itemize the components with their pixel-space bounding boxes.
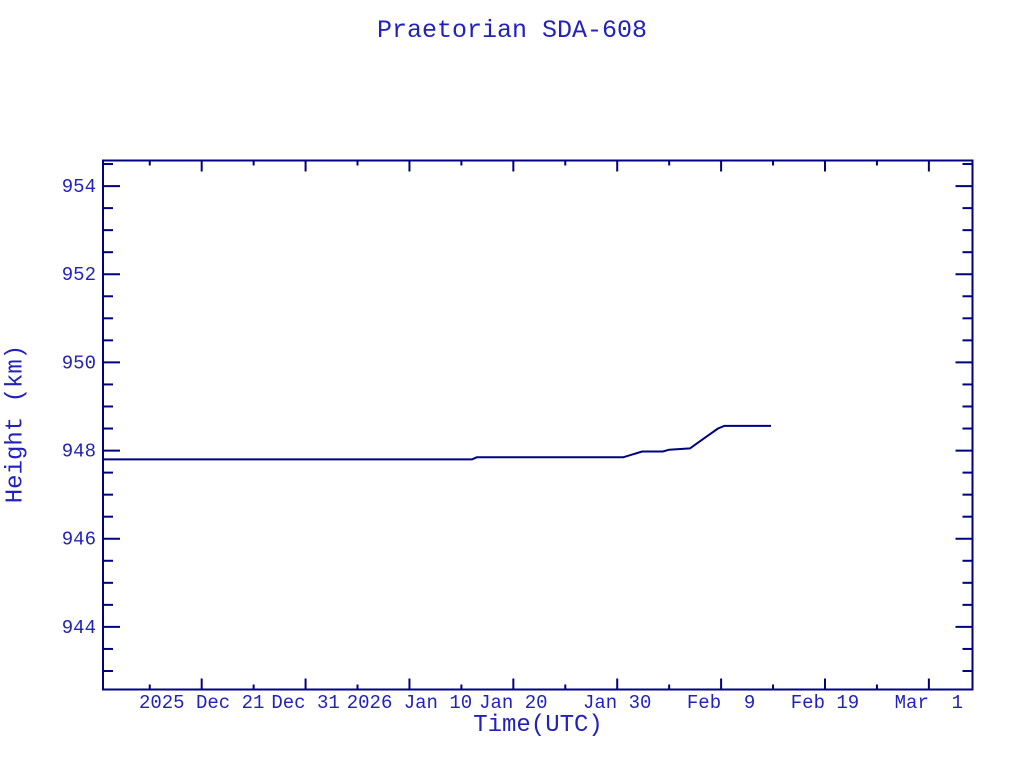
x-tick-label: Dec 31 — [271, 692, 339, 714]
plot-frame — [102, 159, 974, 691]
x-tick-label: 2025 Dec 21 — [139, 692, 264, 714]
y-tick-label: 944 — [62, 617, 96, 639]
y-tick-label: 952 — [62, 264, 96, 286]
x-tick-label: 2026 Jan 10 — [347, 692, 472, 714]
x-tick-label: Feb 19 — [791, 692, 859, 714]
y-tick-label: 948 — [62, 441, 96, 463]
x-tick-label: Feb 9 — [687, 692, 755, 714]
x-tick-label: Jan 20 — [479, 692, 547, 714]
data-line-orbit-height — [103, 424, 771, 461]
x-tick-label: Mar 1 — [895, 692, 963, 714]
y-tick-label: 946 — [62, 529, 96, 551]
x-axis-label: Time(UTC) — [473, 712, 603, 739]
y-tick-label: 954 — [62, 176, 96, 198]
x-tick-label: Jan 30 — [583, 692, 651, 714]
y-tick-label: 950 — [62, 352, 96, 374]
chart-title: Praetorian SDA-608 — [376, 16, 648, 45]
